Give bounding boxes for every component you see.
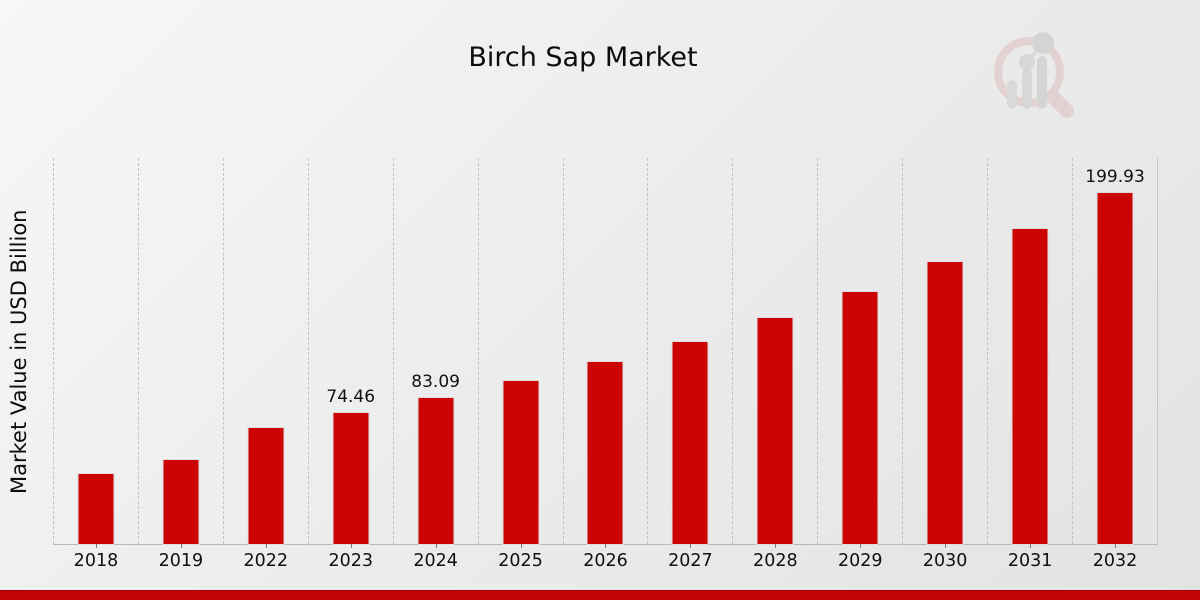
bar-slot-2023: 74.46 2023 bbox=[307, 158, 393, 571]
x-tick-label-2025: 2025 bbox=[498, 551, 543, 571]
bar-slot-2029: 2029 bbox=[817, 158, 902, 571]
bar-2023 bbox=[332, 412, 370, 545]
bar-2027 bbox=[671, 341, 709, 545]
x-axis-tick bbox=[180, 544, 182, 548]
chart-title: Birch Sap Market bbox=[468, 42, 698, 73]
bar-2030 bbox=[926, 261, 964, 545]
x-tick-label-2018: 2018 bbox=[73, 551, 119, 571]
bar-2028 bbox=[756, 317, 794, 545]
x-axis-tick bbox=[265, 544, 267, 548]
bar-slot-2026: 2026 bbox=[562, 158, 648, 571]
bar-slot-2030: 2030 bbox=[902, 158, 987, 571]
x-tick-label-2029: 2029 bbox=[837, 551, 883, 571]
bar-slot-2018: 2018 bbox=[53, 158, 138, 571]
bar-chart-magnifier-icon bbox=[994, 32, 1074, 118]
bar-slot-2031: 2031 bbox=[987, 158, 1072, 571]
x-tick-label-2023: 2023 bbox=[328, 551, 373, 571]
x-axis-tick bbox=[860, 544, 862, 548]
bar-slot-2027: 2027 bbox=[647, 158, 732, 571]
x-tick-label-2022: 2022 bbox=[243, 551, 289, 571]
x-tick-label-2024: 2024 bbox=[413, 551, 458, 571]
x-tick-label-2028: 2028 bbox=[753, 551, 798, 571]
bar-2019 bbox=[162, 459, 200, 545]
bar-slot-2022: 2022 bbox=[222, 158, 308, 571]
bar-slot-2032: 199.93 2032 bbox=[1072, 158, 1157, 571]
x-tick-label-2019: 2019 bbox=[158, 551, 204, 571]
x-tick-label-2030: 2030 bbox=[922, 551, 968, 571]
x-axis-tick bbox=[775, 544, 777, 548]
x-axis-tick bbox=[435, 544, 437, 548]
bar-2029 bbox=[841, 291, 879, 545]
x-axis-tick bbox=[1115, 544, 1117, 548]
bar-2025 bbox=[502, 380, 540, 545]
bottom-accent-bar bbox=[0, 590, 1200, 600]
x-tick-label-2031: 2031 bbox=[1007, 551, 1053, 571]
bar-2022 bbox=[247, 427, 285, 545]
mrfr-logo-watermark bbox=[983, 22, 1087, 120]
x-axis-tick bbox=[1030, 544, 1032, 548]
x-axis-tick bbox=[690, 544, 692, 548]
x-axis-tick bbox=[605, 544, 607, 548]
x-axis-tick bbox=[95, 544, 97, 548]
x-tick-label-2026: 2026 bbox=[583, 551, 628, 571]
bar-2032 bbox=[1096, 192, 1134, 545]
x-tick-label-2032: 2032 bbox=[1092, 551, 1138, 571]
bar-2026 bbox=[586, 361, 624, 545]
plot-area: 2018 2019 2022 74.46 2023 83.09 2024 2025 2026 20… bbox=[53, 158, 1158, 571]
bar-value-label-2024: 83.09 bbox=[411, 372, 460, 392]
x-axis-tick bbox=[350, 544, 352, 548]
bar-value-label-2032: 199.93 bbox=[1085, 167, 1145, 187]
bar-2018 bbox=[77, 473, 115, 545]
bar-slot-2028: 2028 bbox=[732, 158, 817, 571]
y-axis-label: Market Value in USD Billion bbox=[7, 209, 31, 494]
bar-value-label-2023: 74.46 bbox=[326, 387, 376, 407]
x-tick-label-2027: 2027 bbox=[668, 551, 713, 571]
bar-slot-2019: 2019 bbox=[137, 158, 223, 571]
x-axis-tick bbox=[520, 544, 522, 548]
bar-2031 bbox=[1011, 228, 1049, 545]
bar-slot-2024: 83.09 2024 bbox=[392, 158, 478, 571]
x-axis-tick bbox=[945, 544, 947, 548]
bar-2024 bbox=[417, 397, 455, 545]
bar-slot-2025: 2025 bbox=[477, 158, 563, 571]
